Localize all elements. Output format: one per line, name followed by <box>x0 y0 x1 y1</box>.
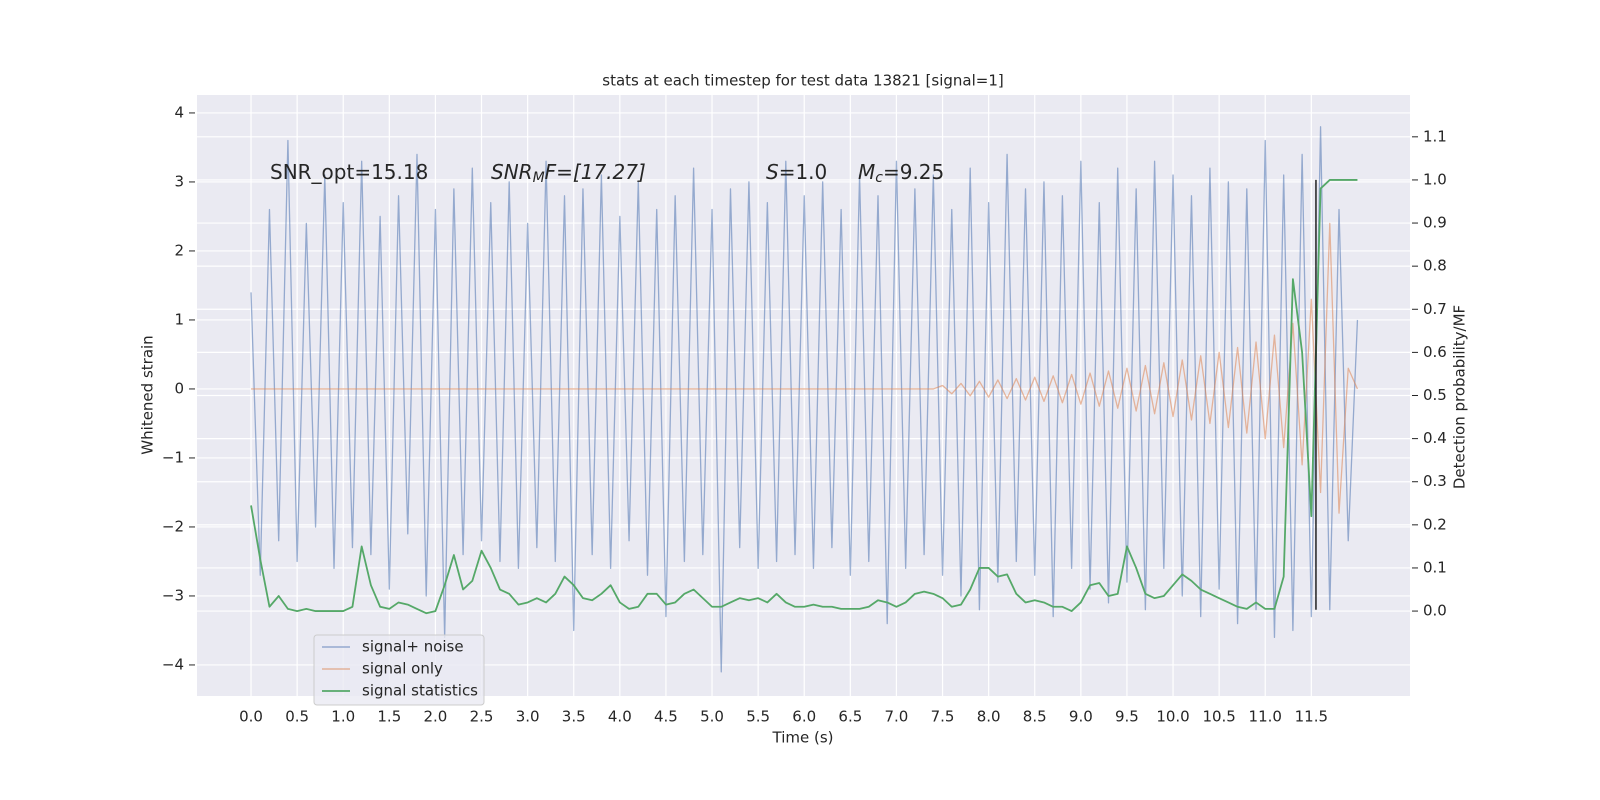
x-tick-label: 8.5 <box>1023 708 1047 726</box>
y-tick-label: 3 <box>174 172 184 190</box>
annotation: Mc=9.25 <box>858 160 944 187</box>
annotation-subscript: c <box>875 170 883 186</box>
y2-tick-label: 0.0 <box>1423 602 1447 620</box>
y-tick-label: 4 <box>174 103 184 121</box>
x-tick-label: 7.0 <box>885 708 909 726</box>
annotation-symbol: S <box>766 160 779 184</box>
x-tick-label: 10.5 <box>1202 708 1235 726</box>
annotation: SNR_opt=15.18 <box>270 160 428 184</box>
legend-label: signal only <box>362 660 443 678</box>
y-tick-label: −2 <box>162 517 184 535</box>
y2-tick-label: 0.5 <box>1423 386 1447 404</box>
annotation-value: =1.0 <box>779 160 828 184</box>
x-tick-label: 7.5 <box>931 708 955 726</box>
x-axis-label: Time (s) <box>772 729 834 747</box>
y2-tick-label: 0.4 <box>1423 429 1447 447</box>
x-tick-label: 2.0 <box>424 708 448 726</box>
chart-title: stats at each timestep for test data 138… <box>602 72 1003 90</box>
x-tick-label: 4.5 <box>654 708 678 726</box>
x-tick-label: 6.0 <box>792 708 816 726</box>
y-tick-label: −4 <box>162 655 184 673</box>
y2-tick-label: 1.0 <box>1423 170 1447 188</box>
y2-axis-label: Detection probability/MF <box>1451 305 1469 489</box>
annotation-subscript: M <box>533 170 545 186</box>
y-tick-label: −3 <box>162 586 184 604</box>
annotation-text: SNR_opt=15.18 <box>270 160 428 184</box>
series-layer <box>250 126 1359 673</box>
x-tick-label: 6.5 <box>838 708 862 726</box>
x-tick-label: 9.0 <box>1069 708 1093 726</box>
annotation-symbol: SNR <box>491 160 533 184</box>
y-tick-label: 2 <box>174 241 184 259</box>
legend-label: signal+ noise <box>362 638 464 656</box>
legend-box <box>313 634 485 706</box>
y-tick-label: −1 <box>162 448 184 466</box>
series-line <box>251 222 1359 514</box>
annotation-value: =9.25 <box>883 160 944 184</box>
y2-tick-label: 0.3 <box>1423 472 1447 490</box>
x-tick-label: 3.5 <box>562 708 586 726</box>
legend: signal+ noise signal only signal statistic… <box>313 634 485 706</box>
series-line <box>250 179 1358 615</box>
x-tick-label: 10.0 <box>1156 708 1189 726</box>
annotation-value: F=[17.27] <box>545 160 646 184</box>
x-tick-label: 8.0 <box>977 708 1001 726</box>
x-tick-label: 2.5 <box>470 708 494 726</box>
y2-tick-label: 0.2 <box>1423 515 1447 533</box>
x-tick-label: 5.0 <box>700 708 724 726</box>
x-tick-label: 1.0 <box>331 708 355 726</box>
x-tick-label: 9.5 <box>1115 708 1139 726</box>
y2-tick-label: 0.7 <box>1423 300 1447 318</box>
series-line <box>250 126 1359 673</box>
x-tick-label: 11.5 <box>1295 708 1328 726</box>
x-tick-label: 4.0 <box>608 708 632 726</box>
y2-tick-label: 0.6 <box>1423 343 1447 361</box>
annotation-symbol: M <box>858 160 875 184</box>
y2-tick-label: 0.8 <box>1423 257 1447 275</box>
x-tick-label: 1.5 <box>377 708 401 726</box>
x-tick-label: 0.5 <box>285 708 309 726</box>
y-tick-label: 0 <box>174 379 184 397</box>
annotation: S=1.0 <box>766 160 827 184</box>
x-tick-label: 11.0 <box>1249 708 1282 726</box>
x-tick-label: 0.0 <box>239 708 263 726</box>
x-tick-label: 3.0 <box>516 708 540 726</box>
y2-tick-label: 0.9 <box>1423 214 1447 232</box>
annotation: SNRMF=[17.27] <box>491 160 646 187</box>
y-axis-label: Whitened strain <box>139 335 157 454</box>
x-tick-label: 5.5 <box>746 708 770 726</box>
y-tick-label: 1 <box>174 310 184 328</box>
y2-tick-label: 0.1 <box>1423 558 1447 576</box>
legend-label: signal statistics <box>362 682 478 700</box>
y2-tick-label: 1.1 <box>1423 127 1447 145</box>
